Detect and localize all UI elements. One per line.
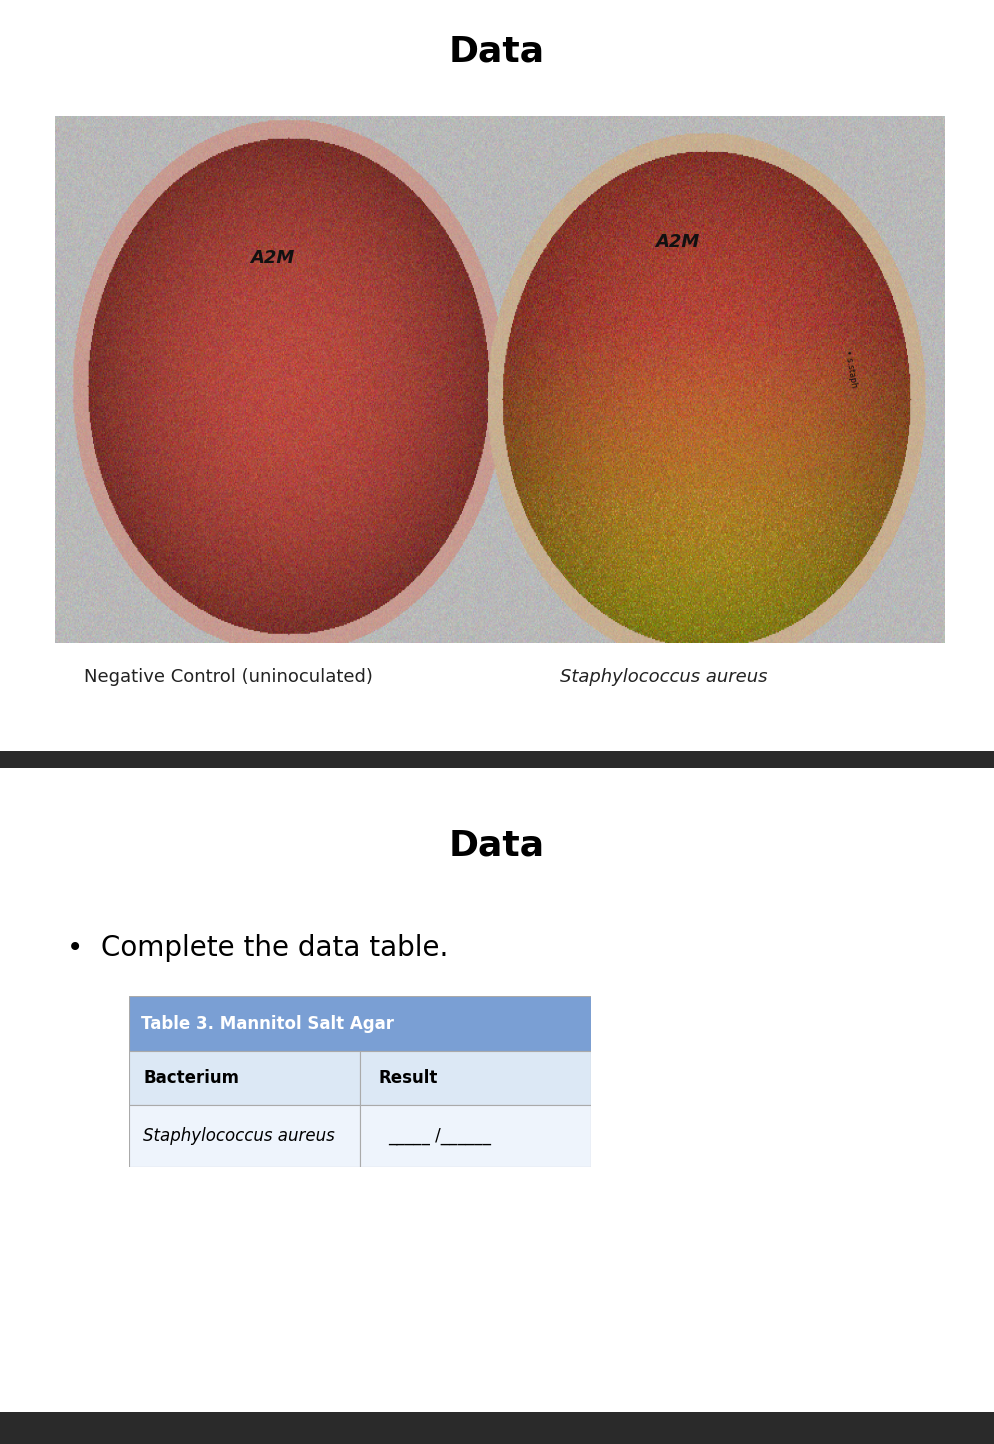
Text: _____ /______: _____ /______ [388,1128,491,1145]
Text: Staphylococcus aureus: Staphylococcus aureus [561,667,767,686]
Text: Table 3. Mannitol Salt Agar: Table 3. Mannitol Salt Agar [141,1015,394,1032]
Text: Data: Data [449,35,545,69]
Text: •  Complete the data table.: • Complete the data table. [68,934,448,962]
Text: A2M: A2M [250,248,295,267]
Text: • s.staph: • s.staph [843,349,859,388]
Bar [360,1106,591,1167]
Text: A2M: A2M [655,232,700,251]
Text: Negative Control (uninoculated): Negative Control (uninoculated) [83,667,373,686]
Bar [129,1106,360,1167]
Text: Data: Data [449,829,545,862]
Text: Staphylococcus aureus: Staphylococcus aureus [143,1128,335,1145]
Text: Bacterium: Bacterium [143,1069,240,1087]
Bar [129,1051,360,1106]
Text: Result: Result [379,1069,438,1087]
Bar [129,996,591,1051]
Bar [360,1051,591,1106]
